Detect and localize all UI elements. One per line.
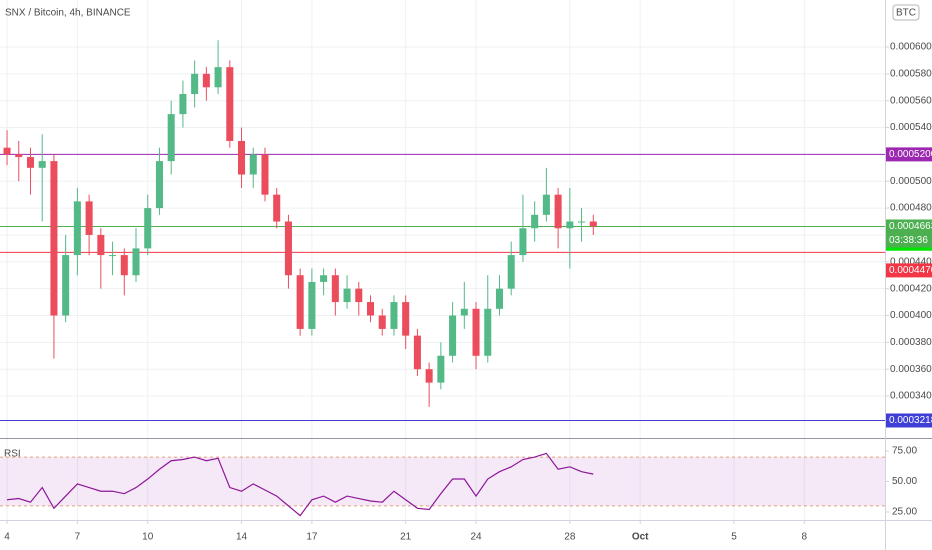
candle-body (120, 255, 128, 276)
candle-body (109, 255, 117, 257)
candle-body (214, 67, 222, 88)
candle-body (495, 288, 504, 309)
candle-body (202, 73, 210, 88)
candle-body (144, 208, 152, 249)
level-badge-bg (886, 413, 932, 428)
candle-body (331, 275, 339, 303)
x-tick-label: 4 (4, 532, 10, 543)
candle-body (390, 302, 398, 329)
candle-body (3, 147, 11, 155)
chart-title: SNX / Bitcoin, 4h, BINANCE (5, 8, 131, 19)
candle-body (472, 308, 480, 356)
rsi-label: RSI (4, 449, 21, 460)
candle-body (425, 369, 433, 383)
rsi-y-tick-label: 75.00 (892, 446, 917, 457)
candle-body (85, 201, 93, 235)
candle-body (273, 194, 281, 222)
x-tick-label: 7 (75, 532, 81, 543)
candle-body (73, 201, 81, 256)
candle-body (308, 281, 316, 329)
candle-body (531, 214, 539, 229)
y-tick-label: 0.0006000 (890, 42, 932, 53)
candle-body (179, 93, 187, 115)
candle-body (26, 157, 35, 168)
candle-body (519, 228, 527, 256)
candle-body (484, 308, 492, 356)
candle-body (413, 335, 421, 370)
candle-body (238, 140, 246, 175)
candle-body (132, 248, 140, 276)
candle-body (402, 302, 410, 336)
x-tick-label: 24 (470, 532, 482, 543)
candle-body (507, 255, 515, 289)
candle-body (378, 315, 386, 329)
x-tick-label: 28 (564, 532, 576, 543)
candle-body (38, 161, 46, 168)
level-badge: 0.0005200 (889, 149, 932, 160)
candle-body (343, 288, 351, 303)
candle-body (226, 67, 234, 141)
level-badge-bg (886, 147, 932, 162)
candle-body (320, 275, 328, 282)
x-tick-label: 8 (802, 532, 808, 543)
candle-body (97, 234, 105, 256)
candle-body (15, 154, 23, 158)
rsi-y-tick-label: 50.00 (892, 476, 917, 487)
countdown-badge: 03:38:36 (889, 235, 928, 246)
level-badge-bg (886, 263, 932, 278)
currency-label: BTC (896, 8, 916, 19)
candle-body (191, 73, 199, 94)
candle-body (62, 255, 70, 316)
x-tick-label: 5 (731, 532, 737, 543)
candle-body (578, 221, 586, 223)
rsi-band (0, 457, 885, 506)
x-tick-label: 14 (236, 532, 248, 543)
candle-body (449, 315, 457, 356)
candle-body (554, 194, 562, 229)
candle-body (249, 154, 257, 175)
currency-box (892, 4, 920, 21)
x-tick-label: 10 (142, 532, 154, 543)
candle-body (167, 114, 175, 162)
candle-body (50, 161, 58, 316)
level-badge-bg (886, 219, 932, 234)
candle-body (296, 275, 304, 329)
rsi-line (6, 452, 594, 517)
countdown-badge-bg (886, 233, 932, 248)
x-tick-label: 17 (306, 532, 318, 543)
candle-body (355, 288, 363, 303)
level-badge: 0.0003218 (889, 415, 932, 426)
candle-body (566, 221, 574, 229)
level-badge: 0.0004470 (889, 265, 932, 276)
candle-body (284, 221, 292, 276)
level-badge: 0.0004663 (889, 221, 932, 232)
candle-body (366, 302, 375, 316)
candle-body (437, 355, 445, 383)
candle-body (261, 154, 269, 195)
x-tick-label: 21 (400, 532, 412, 543)
candle-body (460, 308, 468, 316)
x-tick-label: Oct (632, 532, 649, 543)
candle-body (589, 221, 597, 227)
candle-body (155, 161, 163, 209)
rsi-y-tick-label: 25.00 (892, 507, 917, 518)
candle-body (542, 194, 550, 215)
